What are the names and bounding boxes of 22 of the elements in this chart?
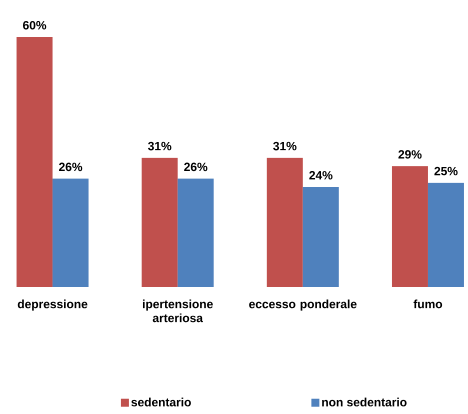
bar	[142, 158, 178, 287]
legend-label: non sedentario	[322, 398, 407, 406]
bar	[266, 158, 303, 287]
data-label: 31%	[148, 142, 172, 150]
data-label: 31%	[273, 142, 296, 150]
data-label: 25%	[434, 166, 458, 176]
data-label: 24%	[309, 171, 332, 180]
data-label: 29%	[398, 150, 422, 159]
bar	[392, 166, 428, 287]
data-label: 26%	[59, 162, 82, 172]
data-label: 60%	[23, 21, 46, 30]
bar	[16, 36, 53, 287]
legend-label: sedentario	[131, 398, 191, 406]
bar	[428, 182, 464, 287]
x-tick-label: fumo	[414, 300, 442, 308]
bar	[302, 187, 339, 287]
x-tick-label: ipertensione arteriosa	[142, 300, 213, 322]
bar	[52, 178, 89, 287]
data-label: 26%	[184, 162, 208, 172]
x-tick-label: eccesso ponderale	[249, 300, 357, 311]
x-tick-label: depressione	[18, 300, 88, 311]
bar	[178, 178, 214, 287]
